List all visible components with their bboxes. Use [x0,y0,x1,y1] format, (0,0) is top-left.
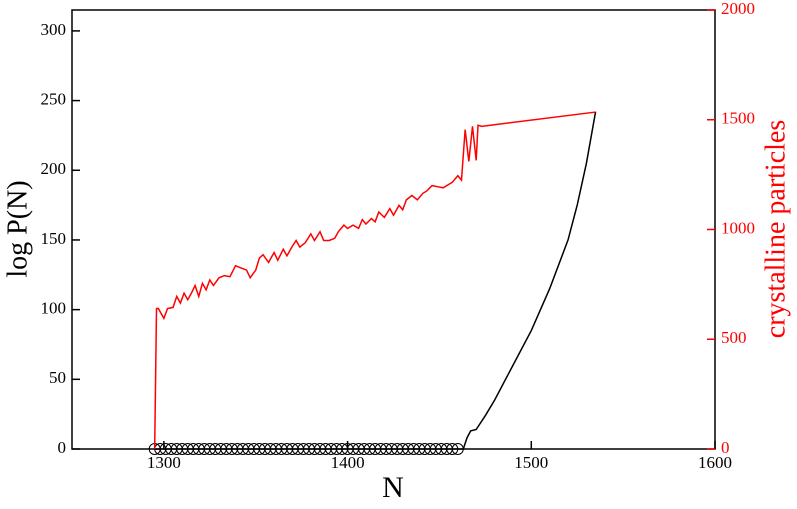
y2-axis-label: crystalline particles [760,120,791,338]
y2-tick-label: 2000 [721,0,755,18]
point-marker [446,443,459,455]
y-tick-label: 100 [41,299,67,318]
y-tick-label: 250 [41,89,67,108]
series-line [153,111,596,450]
series-line [457,111,597,450]
x-tick-label: 1400 [331,453,365,472]
y2-tick-label: 500 [721,328,747,347]
y-axis-label: log P(N) [2,180,33,277]
y2-tick-label: 1500 [721,109,755,128]
x-tick-label: 1500 [514,453,548,472]
plot-frame [71,9,716,450]
y-tick-label: 50 [49,368,66,387]
x-tick-label: 1300 [147,453,181,472]
y-tick-label: 150 [41,229,67,248]
y2-tick-label: 1000 [721,218,755,237]
y-tick-label: 0 [58,438,67,457]
x-axis-label: N [382,471,404,504]
y2-tick-label: 0 [721,438,730,457]
y-tick-label: 200 [41,159,67,178]
y-tick-label: 300 [41,20,67,39]
x-tick-label: 1600 [698,453,732,472]
